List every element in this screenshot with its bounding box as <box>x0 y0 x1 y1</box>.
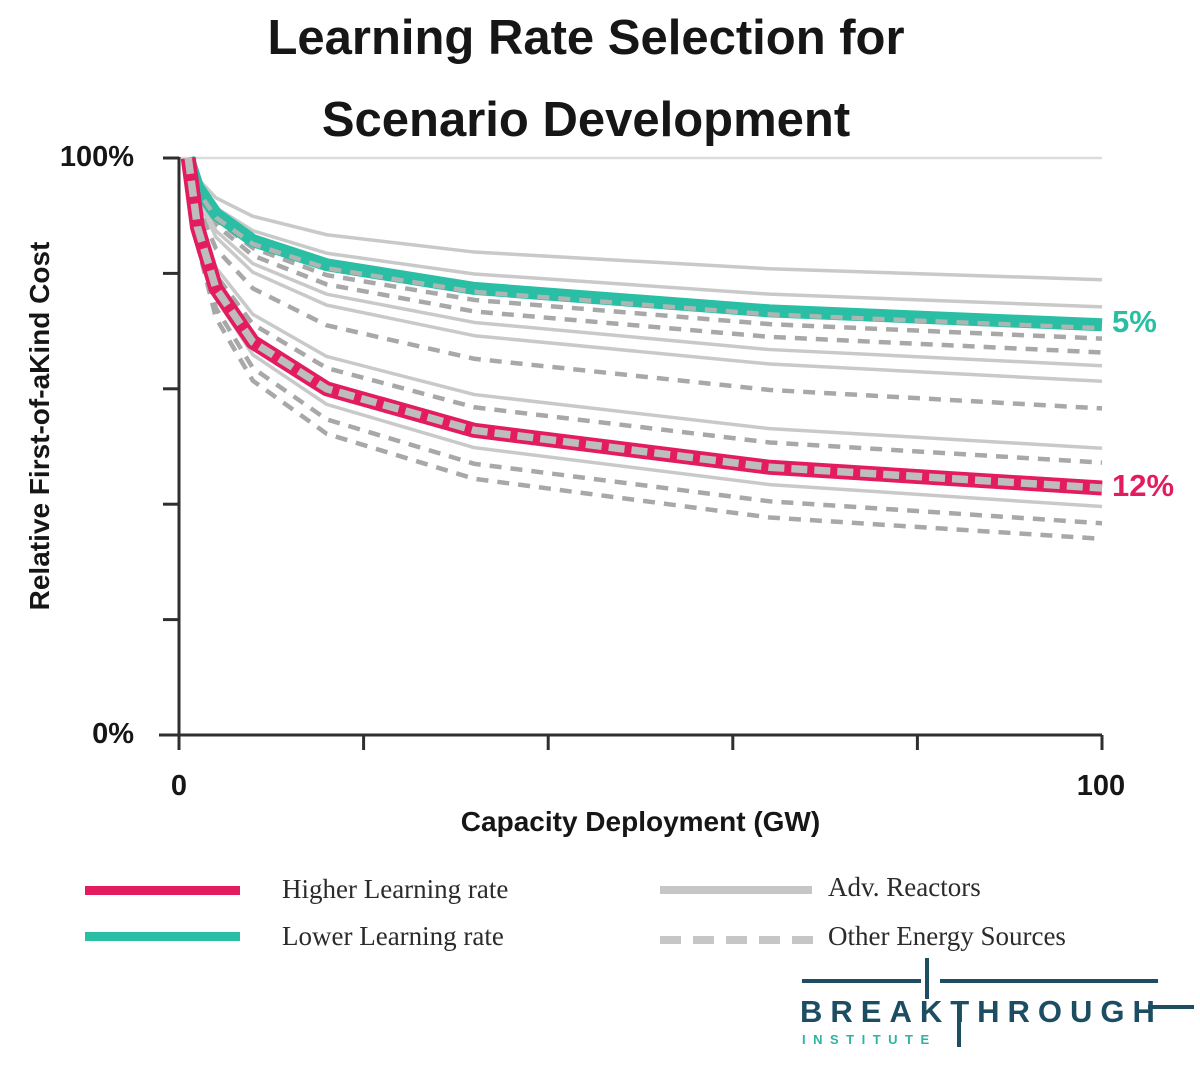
legend-label-higher-learning-rate: Higher Learning rate <box>282 874 509 904</box>
x-tick-label-0: 0 <box>170 770 188 802</box>
legend-swatch-other-energy-sources <box>660 936 818 944</box>
logo-t-descender <box>957 1002 961 1047</box>
y-axis-title: Relative First-of-aKind Cost <box>24 241 55 611</box>
legend-label-lower-learning-rate: Lower Learning rate <box>282 921 504 951</box>
logo-rule-right <box>940 979 1158 983</box>
legend-label-other-energy-sources: Other Energy Sources <box>828 921 1066 951</box>
y-tick-label-100: 100% <box>59 141 134 173</box>
y-tick-label-0: 0% <box>92 718 134 750</box>
legend-swatch-adv-reactors <box>660 886 812 894</box>
breakthrough-institute-logo: BREAKTHROUGH INSTITUTE <box>800 958 1196 1056</box>
logo-k-ascender <box>925 958 929 999</box>
x-tick-label-100: 100 <box>1076 770 1126 802</box>
chart-title-line-1: Learning Rate Selection for <box>267 11 905 65</box>
legend-swatch-lower-learning-rate <box>85 932 240 941</box>
lower-learning-rate-annotation: 5% <box>1112 304 1157 339</box>
legend-label-adv-reactors: Adv. Reactors <box>828 872 981 902</box>
logo-rule-left <box>802 979 921 983</box>
logo-institute-text: INSTITUTE <box>802 1032 937 1047</box>
higher-learning-rate-annotation: 12% <box>1112 468 1175 503</box>
logo-wordmark: BREAKTHROUGH <box>800 994 1163 1029</box>
x-axis-title: Capacity Deployment (GW) <box>460 806 821 837</box>
legend-swatch-higher-learning-rate <box>85 886 240 895</box>
logo-h-crossbar-extension <box>1148 1005 1194 1009</box>
chart-title-line-2: Scenario Development <box>321 93 851 147</box>
